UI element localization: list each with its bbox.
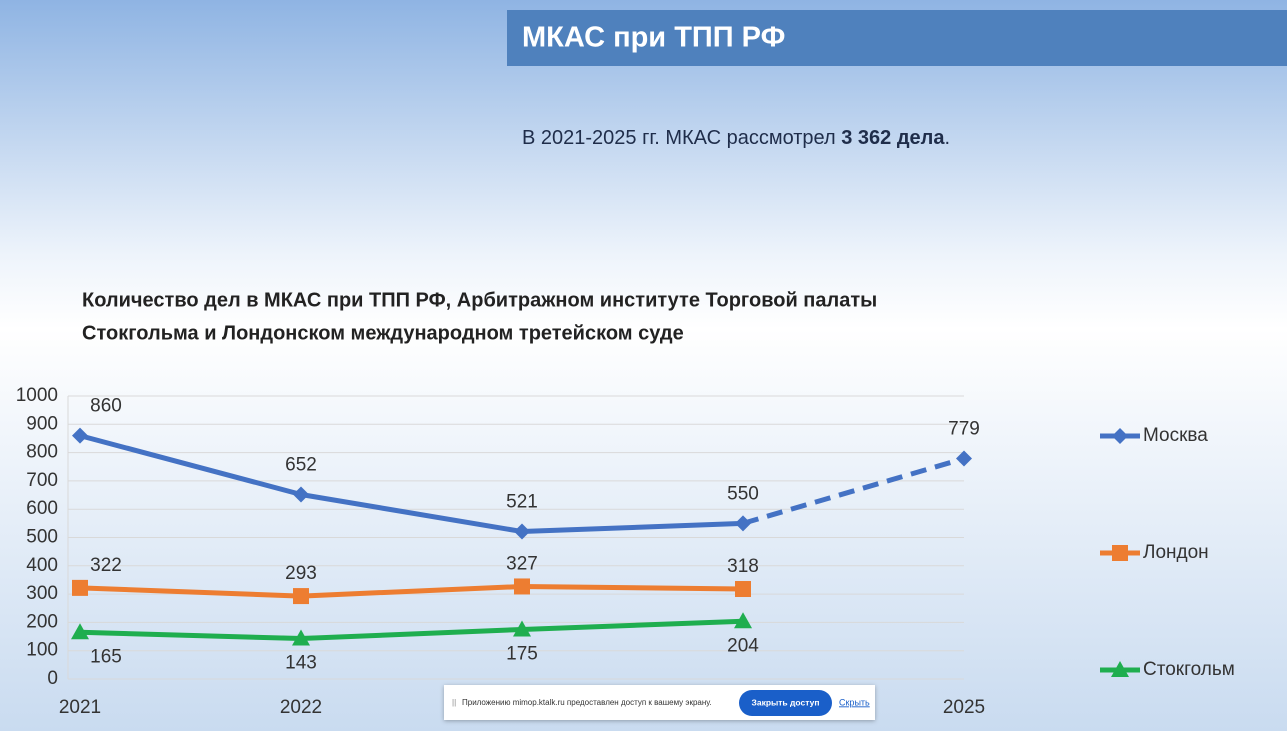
marker	[734, 612, 752, 629]
close-access-label[interactable]: Закрыть доступ	[752, 697, 820, 707]
data-label: 175	[506, 643, 538, 664]
marker	[514, 578, 530, 595]
series-line	[79, 618, 744, 642]
summary: В 2021-2025 гг. МКАС рассмотрел 3 362 де…	[522, 127, 950, 149]
summary-text: В 2021-2025 гг. МКАС рассмотрел	[522, 127, 836, 149]
x-tick-label: 2025	[943, 697, 985, 718]
chart-title: Количество дел в МКАС при ТПП РФ, Арбитр…	[82, 289, 877, 311]
data-label: 521	[506, 492, 538, 513]
y-tick-label: 800	[26, 442, 58, 463]
close-access-button[interactable]	[739, 690, 832, 716]
legend-marker	[1112, 545, 1128, 561]
marker	[293, 486, 309, 503]
series-line	[79, 583, 744, 599]
series-line	[79, 433, 744, 535]
data-label: 165	[90, 646, 122, 667]
legend-label: Лондон	[1143, 542, 1209, 563]
y-tick-label: 600	[26, 498, 58, 519]
data-label: 322	[90, 555, 122, 576]
notice-text: Приложению mimop.ktalk.ru предоставлен д…	[462, 698, 712, 707]
marker	[292, 629, 310, 646]
data-label: 550	[727, 483, 759, 504]
data-label: 860	[90, 396, 122, 417]
legend-marker	[1111, 661, 1129, 677]
y-tick-label: 700	[26, 470, 58, 491]
y-tick-label: 500	[26, 527, 58, 548]
data-label: 779	[948, 419, 980, 440]
legend-marker	[1112, 428, 1128, 444]
data-label: 652	[285, 454, 317, 475]
marker	[514, 523, 530, 540]
header-title: МКАС при ТПП РФ	[522, 22, 785, 54]
y-tick-label: 0	[47, 668, 58, 689]
data-label: 327	[506, 553, 538, 574]
data-label: 318	[727, 556, 759, 577]
marker	[513, 620, 531, 637]
y-tick-label: 100	[26, 640, 58, 661]
chart: 0 100 200 300 400 500 600 700 800 900 1000 2021 2022…	[16, 385, 1235, 718]
data-label: 143	[285, 653, 317, 674]
legend-label: Москва	[1143, 425, 1208, 446]
x-tick-label: 2022	[280, 697, 322, 718]
marker	[72, 427, 88, 444]
hide-link[interactable]: Скрыть	[839, 697, 870, 707]
y-tick-label: 400	[26, 555, 58, 576]
forecast-line	[742, 456, 965, 526]
marker	[956, 450, 972, 467]
summary-end: .	[945, 127, 951, 149]
marker	[735, 515, 751, 532]
marker	[72, 579, 88, 596]
marker	[71, 623, 89, 640]
y-tick-label: 1000	[16, 385, 58, 406]
header-bar	[507, 10, 1287, 66]
legend-label: Стокгольм	[1143, 659, 1235, 680]
y-tick-label: 200	[26, 611, 58, 632]
data-label: 293	[285, 563, 317, 584]
drag-handle: ||	[452, 698, 456, 707]
marker	[293, 588, 309, 605]
x-tick-label: 2021	[59, 697, 101, 718]
data-label: 204	[727, 635, 759, 656]
marker	[735, 581, 751, 598]
y-tick-label: 300	[26, 583, 58, 604]
summary-bold: 3 362 дела	[841, 127, 945, 149]
chart-title: Стокгольма и Лондонском международном тр…	[82, 322, 684, 344]
y-tick-label: 900	[26, 413, 58, 434]
